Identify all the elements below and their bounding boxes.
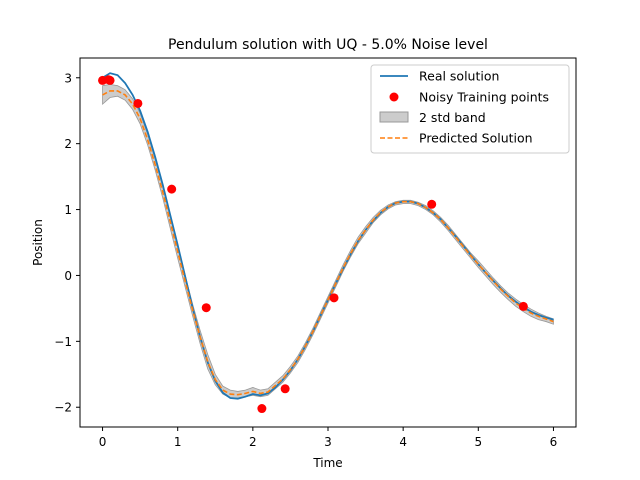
chart-title: Pendulum solution with UQ - 5.0% Noise l… [168, 37, 488, 53]
x-axis-label: Time [312, 456, 342, 470]
legend-real-label: Real solution [419, 69, 499, 84]
noisy-training-point [167, 184, 177, 194]
noisy-training-point [133, 98, 143, 108]
predicted-solution-layer [102, 90, 554, 396]
noisy-training-point [257, 404, 267, 414]
legend-predicted-label: Predicted Solution [419, 131, 533, 146]
predicted-solution-line [102, 90, 554, 396]
y-axis-ticks: −2 −1 0 1 2 3 [54, 71, 80, 415]
noisy-training-point [105, 75, 115, 85]
y-tick-label: −2 [54, 401, 72, 415]
x-tick-label: 0 [99, 435, 107, 449]
plot-area [98, 72, 554, 414]
y-tick-label: 2 [64, 137, 72, 151]
noisy-training-point [427, 199, 437, 209]
legend-band-label: 2 std band [419, 110, 486, 125]
legend-noisy-swatch [389, 92, 399, 102]
y-axis-label: Position [31, 219, 45, 266]
y-tick-label: 3 [64, 71, 72, 85]
x-tick-label: 6 [550, 435, 558, 449]
y-tick-label: −1 [54, 335, 72, 349]
legend-band-swatch [379, 111, 409, 123]
noisy-training-point [518, 301, 528, 311]
x-tick-label: 4 [399, 435, 407, 449]
x-tick-label: 2 [249, 435, 257, 449]
noisy-points-layer [98, 75, 528, 414]
x-tick-label: 1 [174, 435, 182, 449]
legend-noisy-label: Noisy Training points [419, 90, 549, 105]
noisy-training-point [280, 384, 290, 394]
legend-frame [370, 64, 570, 154]
noisy-training-point [329, 293, 339, 303]
y-tick-label: 0 [64, 269, 72, 283]
x-tick-label: 5 [474, 435, 482, 449]
legend: Real solution Noisy Training points 2 st… [370, 64, 570, 154]
x-tick-label: 3 [324, 435, 332, 449]
noisy-training-point [201, 303, 211, 313]
x-axis-ticks: 0 1 2 3 4 5 6 [99, 427, 558, 449]
y-tick-label: 1 [64, 203, 72, 217]
